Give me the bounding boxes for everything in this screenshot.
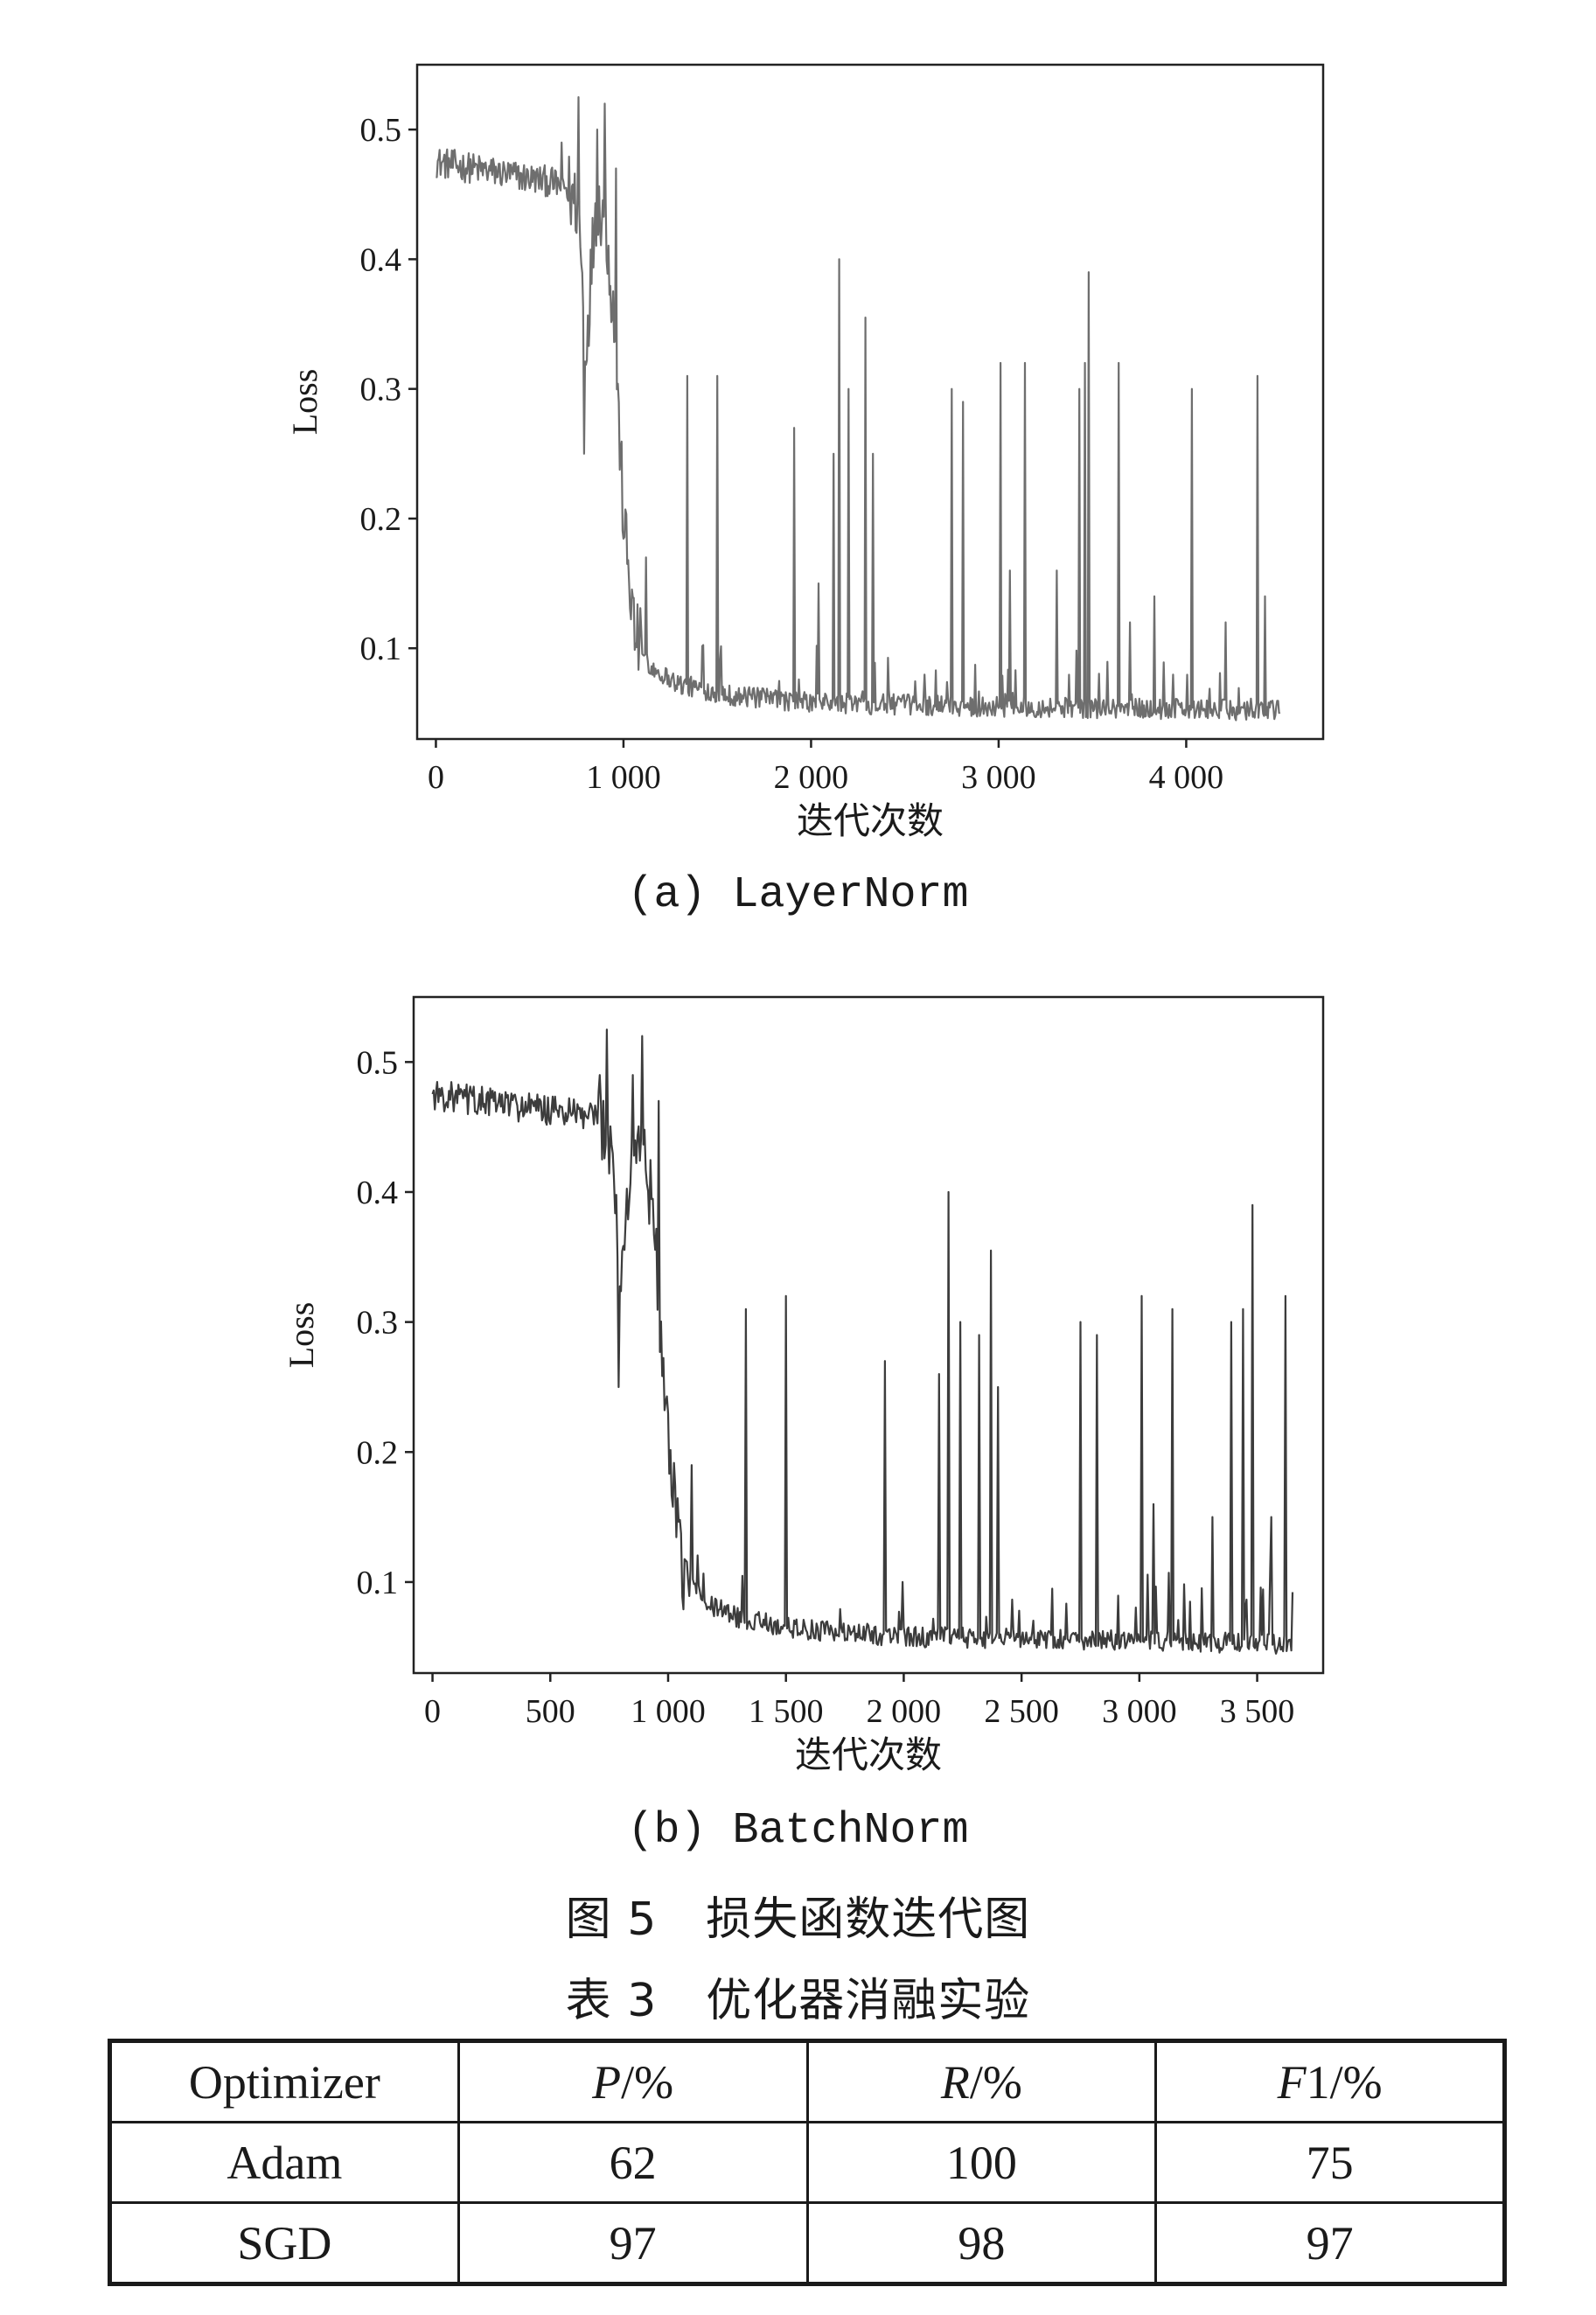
ablation-table: Optimizer P/% R/% F1/% Adam 62 100 75 SG… bbox=[108, 2039, 1507, 2286]
subcaption-a: (a) LayerNorm bbox=[627, 870, 969, 920]
x-tick-label: 0 bbox=[428, 759, 444, 796]
x-tick-label: 1 000 bbox=[631, 1693, 706, 1730]
cell-f1: 75 bbox=[1154, 2121, 1506, 2204]
chart-batchnorm: 0.1 0.2 0.3 0.4 0.5 0 500 1 000 1 500 2 000 2 500 3… bbox=[282, 995, 1325, 1776]
subcaption-b: (b) BatchNorm bbox=[627, 1806, 969, 1856]
table-title: 优化器消融实验 bbox=[706, 1975, 1031, 2027]
y-tick-label: 0.1 bbox=[360, 631, 402, 667]
y-axis-label: Loss bbox=[282, 1302, 321, 1369]
cell-recall: 98 bbox=[805, 2201, 1158, 2286]
header-precision: P/% bbox=[456, 2039, 809, 2123]
y-axis-label: Loss bbox=[285, 369, 324, 436]
plot-frame bbox=[412, 995, 1325, 1675]
chart-layernorm: 0.1 0.2 0.3 0.4 0.5 0 1 000 2 000 3 000 4 000 迭代次数… bbox=[285, 63, 1325, 842]
x-tick-label: 1 500 bbox=[749, 1693, 824, 1730]
y-tick-label: 0.2 bbox=[360, 501, 402, 538]
table-row: SGD 97 98 97 bbox=[108, 2201, 1506, 2286]
table-caption: 表 3 优化器消融实验 bbox=[0, 1963, 1596, 2029]
header-f1: F1/% bbox=[1154, 2039, 1506, 2123]
x-axis-label: 迭代次数 bbox=[795, 1736, 942, 1776]
table-row: Adam 62 100 75 bbox=[108, 2121, 1506, 2204]
x-tick-label: 3 000 bbox=[1102, 1693, 1177, 1730]
y-tick-label: 0.4 bbox=[357, 1175, 399, 1211]
header-optimizer: Optimizer bbox=[108, 2039, 460, 2123]
cell-optimizer: SGD bbox=[108, 2201, 460, 2286]
cell-precision: 97 bbox=[456, 2201, 809, 2286]
loss-series-line bbox=[436, 95, 1281, 722]
x-tick-label: 2 000 bbox=[867, 1693, 942, 1730]
x-tick-label: 3 500 bbox=[1220, 1693, 1295, 1730]
table-number: 表 3 bbox=[565, 1975, 658, 2027]
cell-f1: 97 bbox=[1154, 2201, 1506, 2286]
cell-precision: 62 bbox=[456, 2121, 809, 2204]
y-tick-label: 0.5 bbox=[360, 112, 402, 149]
y-tick-label: 0.4 bbox=[360, 241, 402, 278]
figure-title: 损失函数迭代图 bbox=[706, 1893, 1031, 1946]
y-tick-label: 0.3 bbox=[360, 372, 402, 408]
x-tick-label: 1 000 bbox=[586, 759, 661, 796]
x-tick-label: 0 bbox=[424, 1693, 441, 1730]
loss-series-line bbox=[431, 1029, 1294, 1655]
y-tick-label: 0.3 bbox=[357, 1305, 399, 1342]
x-tick-label: 2 000 bbox=[774, 759, 849, 796]
table-header-row: Optimizer P/% R/% F1/% bbox=[108, 2039, 1506, 2123]
figure-number: 图 5 bbox=[565, 1893, 658, 1946]
cell-optimizer: Adam bbox=[108, 2121, 460, 2204]
x-tick-label: 500 bbox=[526, 1693, 575, 1730]
header-recall: R/% bbox=[805, 2039, 1158, 2123]
x-axis-label: 迭代次数 bbox=[797, 802, 944, 842]
y-tick-label: 0.1 bbox=[357, 1565, 399, 1601]
x-tick-label: 2 500 bbox=[984, 1693, 1059, 1730]
x-tick-label: 4 000 bbox=[1149, 759, 1224, 796]
x-tick-label: 3 000 bbox=[961, 759, 1036, 796]
y-tick-label: 0.2 bbox=[357, 1434, 399, 1471]
y-tick-label: 0.5 bbox=[357, 1044, 399, 1081]
plot-frame bbox=[415, 63, 1325, 741]
cell-recall: 100 bbox=[805, 2121, 1158, 2204]
figure-caption: 图 5 损失函数迭代图 bbox=[0, 1882, 1596, 1948]
